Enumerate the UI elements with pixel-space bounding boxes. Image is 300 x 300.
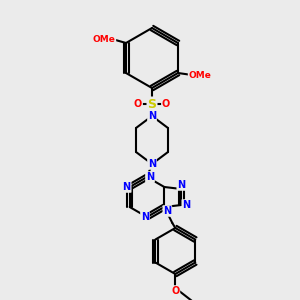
Text: O: O: [134, 99, 142, 109]
Text: O: O: [162, 99, 170, 109]
Text: N: N: [148, 111, 156, 121]
Text: O: O: [171, 286, 179, 296]
Text: S: S: [148, 98, 157, 110]
Text: N: N: [141, 212, 149, 222]
Text: N: N: [146, 172, 154, 182]
Text: N: N: [163, 206, 171, 216]
Text: N: N: [177, 180, 185, 190]
Text: OMe: OMe: [93, 34, 116, 43]
Text: N: N: [123, 182, 131, 192]
Text: OMe: OMe: [188, 70, 212, 80]
Text: N: N: [148, 159, 156, 169]
Text: N: N: [182, 200, 190, 210]
